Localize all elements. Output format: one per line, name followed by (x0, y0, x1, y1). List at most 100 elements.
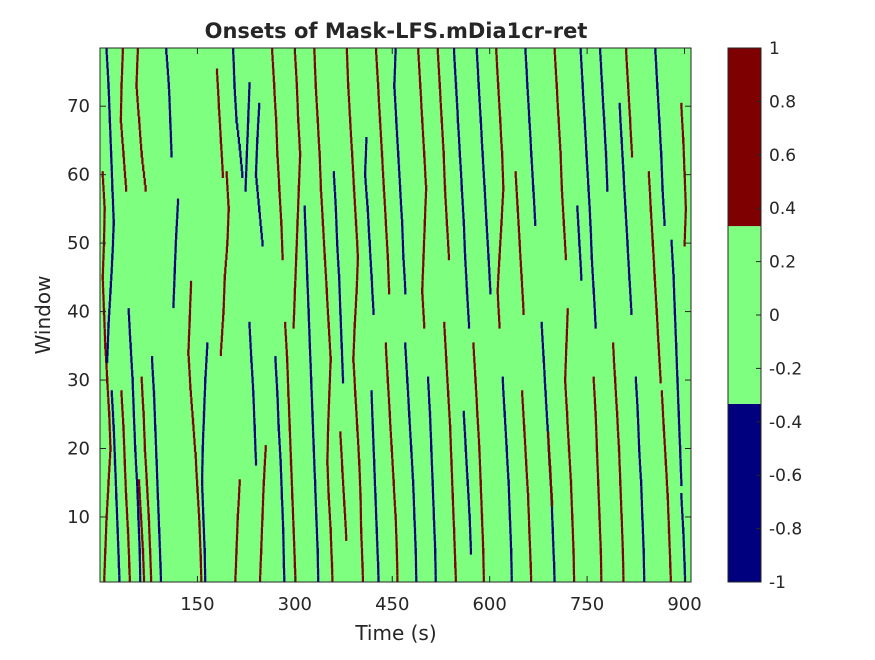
onset-cell (355, 404, 358, 411)
onset-cell (107, 82, 110, 89)
onset-cell (596, 465, 599, 473)
onset-cell (497, 89, 500, 96)
onset-cell (424, 171, 427, 178)
onset-cell (598, 506, 601, 514)
onset-cell (340, 349, 344, 356)
onset-cell (317, 130, 320, 137)
onset-cell (283, 575, 286, 582)
onset-cell (318, 150, 321, 158)
onset-cell (119, 116, 122, 124)
onset-cell (288, 410, 291, 418)
onset-cell (599, 61, 603, 69)
onset-cell (583, 109, 586, 117)
onset-cell (482, 547, 485, 555)
onset-cell (502, 397, 505, 404)
onset-cell (467, 315, 470, 322)
onset-cell (637, 417, 640, 425)
onset-cell (586, 164, 589, 172)
onset-cell (342, 486, 345, 493)
onset-cell (281, 239, 284, 247)
onset-cell (112, 226, 115, 233)
onset-cell (137, 513, 140, 521)
onset-cell (222, 301, 225, 309)
onset-cell (170, 143, 173, 151)
onset-cell (138, 479, 141, 487)
onset-track (120, 390, 131, 582)
onset-cell (291, 493, 294, 500)
onset-cell (525, 61, 528, 69)
onset-cell (187, 349, 190, 356)
onset-cell (121, 68, 124, 76)
onset-cell (431, 472, 434, 480)
onset-cell (659, 143, 662, 151)
onset-cell (505, 445, 508, 452)
onset-cell (560, 178, 563, 185)
onset-track (462, 410, 472, 555)
onset-cell (277, 417, 280, 425)
onset-cell (289, 445, 292, 452)
onset-cell (255, 164, 258, 172)
onset-cell (330, 554, 333, 562)
onset-cell (276, 150, 279, 158)
onset-cell (559, 150, 562, 158)
onset-cell (310, 390, 313, 398)
onset-cell (251, 369, 254, 377)
onset-cell (277, 178, 281, 185)
onset-cell (146, 486, 149, 493)
onset-cell (312, 445, 315, 452)
onset-cell (410, 451, 413, 459)
y-tick-label: 60 (67, 165, 90, 186)
onset-cell (424, 212, 427, 220)
onset-cell (654, 294, 657, 302)
onset-cell (322, 232, 325, 240)
onset-cell (455, 89, 458, 96)
onset-cell (371, 287, 374, 295)
onset-cell (354, 315, 357, 322)
onset-cell (121, 137, 124, 144)
onset-cell (157, 520, 160, 528)
onset-cell (384, 219, 387, 226)
onset-cell (121, 48, 124, 55)
onset-cell (562, 212, 565, 220)
onset-cell (107, 75, 110, 83)
onset-cell (220, 150, 223, 158)
onset-cell (219, 123, 222, 131)
onset-cell (358, 458, 361, 466)
onset-cell (141, 157, 144, 165)
onset-cell (365, 191, 368, 199)
onset-cell (234, 561, 238, 569)
onset-cell (248, 328, 251, 336)
onset-cell (142, 554, 145, 562)
onset-cell (562, 219, 565, 226)
onset-cell (565, 397, 568, 404)
onset-cell (110, 273, 113, 281)
onset-cell (135, 472, 138, 480)
onset-cell (277, 424, 280, 432)
onset-cell (293, 554, 296, 562)
onset-cell (103, 226, 106, 233)
onset-cell (139, 513, 143, 521)
onset-cell (402, 253, 405, 261)
onset-cell (525, 465, 528, 473)
onset-cell (202, 410, 206, 418)
onset-cell (289, 438, 292, 445)
onset-cell (135, 68, 139, 76)
onset-cell (355, 226, 358, 233)
onset-cell (262, 493, 265, 500)
onset-cell (487, 253, 490, 261)
onset-cell (639, 465, 642, 473)
onset-cell (107, 404, 110, 411)
onset-cell (130, 356, 133, 363)
onset-cell (132, 390, 135, 398)
colorbar-band (728, 226, 761, 404)
onset-cell (105, 513, 108, 521)
onset-cell (121, 143, 125, 151)
onset-cell (298, 178, 301, 185)
onset-cell (111, 410, 115, 418)
onset-cell (290, 465, 293, 473)
onset-cell (279, 212, 282, 220)
onset-cell (121, 410, 124, 418)
onset-cell (203, 397, 206, 404)
onset-cell (346, 75, 349, 83)
onset-cell (158, 547, 162, 555)
